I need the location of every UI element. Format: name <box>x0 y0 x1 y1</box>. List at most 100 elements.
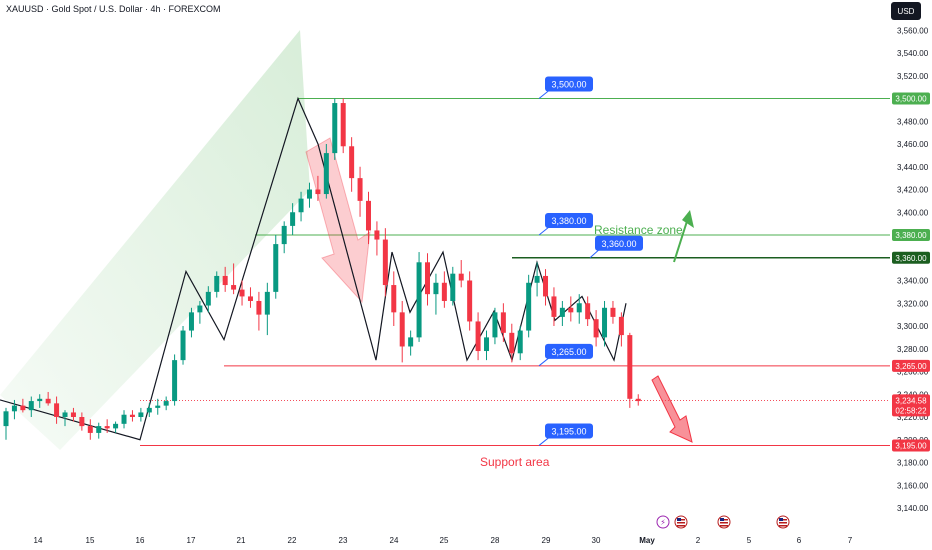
candle-body <box>163 401 169 406</box>
callout-3360[interactable]: 3,360.00 <box>589 235 643 259</box>
candle <box>37 394 43 408</box>
candle-body <box>45 398 51 404</box>
callout-3195[interactable]: 3,195.00 <box>538 423 593 446</box>
x-tick-label: 16 <box>136 536 145 545</box>
candle-body <box>357 178 363 201</box>
lightning-icon[interactable] <box>656 515 670 529</box>
candle-body <box>113 423 119 429</box>
callout-text: 3,195.00 <box>551 426 586 436</box>
candle-body <box>391 285 397 313</box>
candle-body <box>365 200 371 231</box>
resistance-zone-label: Resistance zone <box>594 223 683 237</box>
up-arrow-line <box>673 217 689 263</box>
candle-body <box>264 291 270 315</box>
candle <box>627 332 633 408</box>
candle-body <box>509 332 515 354</box>
x-tick-label: 7 <box>848 536 853 545</box>
candle-body <box>543 275 549 297</box>
candle <box>121 410 127 429</box>
candle-body <box>526 282 532 331</box>
candle <box>28 396 34 417</box>
callout-3265[interactable]: 3,265.00 <box>538 343 593 367</box>
candle-body <box>62 412 68 417</box>
y-tick-label: 3,560.00 <box>897 26 929 35</box>
candle <box>231 263 237 295</box>
candle <box>45 391 51 406</box>
candle-body <box>180 330 186 361</box>
down-arrow-small <box>651 375 693 443</box>
candle <box>500 303 506 342</box>
candle <box>365 191 371 245</box>
candle <box>484 330 490 361</box>
candle <box>146 403 152 417</box>
candle <box>458 260 464 288</box>
callout-3500[interactable]: 3,500.00 <box>538 76 593 99</box>
candle-body <box>146 407 152 413</box>
time-axis[interactable]: 14 15 16 17 21 22 23 24 25 28 29 30 May 2 5 6 7 <box>34 536 853 545</box>
candle <box>399 300 405 363</box>
candle <box>96 422 102 439</box>
callout-text: 3,380.00 <box>551 216 586 226</box>
candle <box>281 221 287 254</box>
candle <box>247 287 253 308</box>
candle <box>551 287 557 326</box>
candle-body <box>28 401 34 411</box>
candle <box>290 203 296 235</box>
candle-body <box>222 275 228 286</box>
svg-text:⚡: ⚡ <box>660 518 666 527</box>
candle <box>408 330 414 356</box>
candle <box>20 398 26 413</box>
axis-price-tag: 3,360.00 <box>892 251 930 264</box>
chart-title: XAUUSD · Gold Spot / U.S. Dollar · 4h · … <box>6 4 221 14</box>
callout-3380[interactable]: 3,380.00 <box>538 213 593 236</box>
candle <box>635 394 641 406</box>
candles <box>3 98 641 440</box>
candle-body <box>627 335 633 399</box>
candle-body <box>96 426 102 433</box>
candle-body <box>568 307 574 313</box>
candle <box>416 252 422 342</box>
currency-button[interactable]: USD <box>891 2 921 20</box>
candle-body <box>349 146 355 179</box>
candle <box>113 421 119 433</box>
candle <box>602 300 608 347</box>
candle <box>87 419 93 440</box>
candle <box>79 412 85 431</box>
x-tick-label: 28 <box>491 536 500 545</box>
candle-body <box>104 426 110 429</box>
candle-body <box>458 273 464 281</box>
candle-body <box>416 262 422 338</box>
x-tick-label: 17 <box>187 536 196 545</box>
candle-body <box>382 239 388 286</box>
candle-body <box>399 312 405 347</box>
candle <box>618 312 624 347</box>
x-tick-label: 2 <box>696 536 701 545</box>
price-axis[interactable]: 3,140.003,160.003,180.003,200.003,220.00… <box>892 26 930 513</box>
candle <box>54 396 60 424</box>
event-icons[interactable]: ⚡ <box>656 515 790 529</box>
y-tick-label: 3,320.00 <box>897 299 929 308</box>
candle <box>357 166 363 217</box>
candle <box>534 262 540 297</box>
candle <box>576 294 582 324</box>
candle-body <box>87 426 93 433</box>
candle <box>450 266 456 306</box>
candle-body <box>281 225 287 245</box>
candle-body <box>70 412 76 417</box>
x-tick-label: 15 <box>86 536 95 545</box>
candle-body <box>37 398 43 402</box>
candle-body <box>214 275 220 292</box>
candle-body <box>231 285 237 290</box>
candle <box>298 191 304 222</box>
x-tick-label: 21 <box>237 536 246 545</box>
axis-price-tag: 3,380.00 <box>892 229 930 241</box>
candle <box>391 271 397 326</box>
candle <box>509 323 515 363</box>
candle <box>129 410 135 422</box>
candle <box>475 312 481 361</box>
candle-body <box>408 337 414 347</box>
candle <box>273 235 279 299</box>
candle <box>155 398 161 415</box>
